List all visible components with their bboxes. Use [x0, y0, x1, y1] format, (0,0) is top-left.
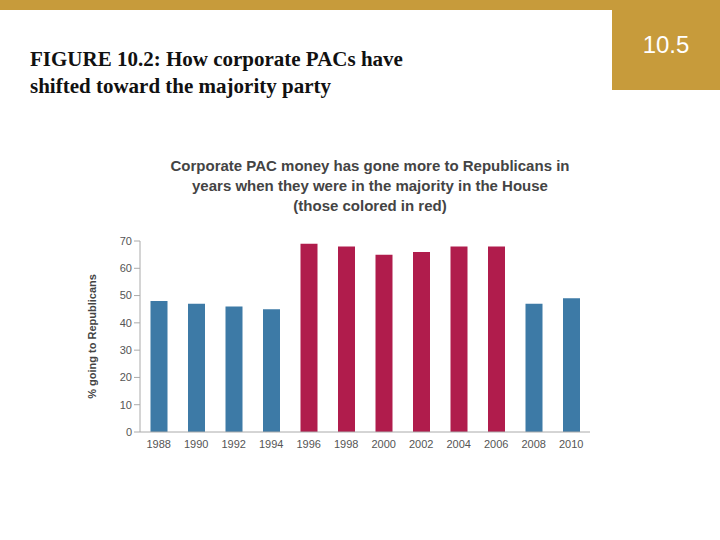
svg-text:2010: 2010 [559, 438, 583, 450]
svg-text:1996: 1996 [297, 438, 321, 450]
svg-text:30: 30 [120, 344, 132, 356]
svg-text:70: 70 [120, 235, 132, 247]
svg-text:2004: 2004 [447, 438, 471, 450]
svg-text:10: 10 [120, 399, 132, 411]
svg-text:2006: 2006 [484, 438, 508, 450]
svg-text:2000: 2000 [372, 438, 396, 450]
svg-text:2002: 2002 [409, 438, 433, 450]
svg-text:1988: 1988 [147, 438, 171, 450]
svg-text:20: 20 [120, 371, 132, 383]
svg-text:1992: 1992 [222, 438, 246, 450]
html-text:10.5: 10.5 [642, 31, 690, 58]
svg-text:1998: 1998 [334, 438, 358, 450]
svg-text:50: 50 [120, 289, 132, 301]
svg-text:0: 0 [126, 426, 132, 438]
svg-text:1994: 1994 [259, 438, 283, 450]
svg-text:60: 60 [120, 262, 132, 274]
html-text:FIGURE 10.2: How corporate PAC: FIGURE 10.2: How corporate PACs have shi… [30, 47, 403, 98]
html-text:Corporate PAC money has gone m: Corporate PAC money has gone more to Rep… [170, 157, 570, 214]
svg-text:2008: 2008 [522, 438, 546, 450]
svg-text:% going to Republicans: % going to Republicans [86, 274, 98, 399]
svg-text:1990: 1990 [184, 438, 208, 450]
svg-text:40: 40 [120, 317, 132, 329]
